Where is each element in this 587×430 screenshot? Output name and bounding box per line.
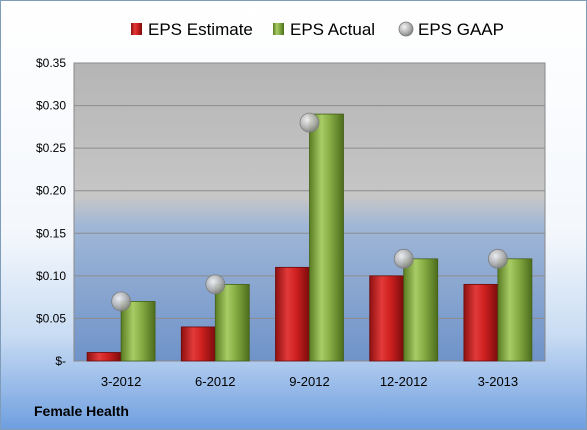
y-tick-label: $0.20 — [36, 184, 66, 198]
x-category-label: 9-2012 — [289, 374, 329, 389]
y-tick-label: $0.25 — [36, 141, 66, 155]
y-tick-label: $0.05 — [36, 311, 66, 325]
y-tick-label: $0.35 — [36, 56, 66, 70]
y-tick-label: $0.30 — [36, 99, 66, 113]
eps-actual-bar — [403, 258, 439, 362]
y-tick-label: $- — [55, 354, 66, 368]
y-tick-label: $0.10 — [36, 269, 66, 283]
eps-estimate-bar — [463, 283, 499, 362]
eps-gaap-marker — [393, 248, 414, 269]
legend-label: EPS Actual — [290, 20, 375, 39]
y-tick-label: $0.15 — [36, 226, 66, 240]
legend-swatch-eps-actual — [273, 23, 284, 35]
eps-estimate-bar — [275, 266, 310, 362]
eps-actual-bar — [309, 113, 344, 362]
eps-actual-bar — [214, 283, 250, 362]
legend-swatch-eps-estimate — [131, 23, 142, 35]
eps-estimate-bar — [180, 326, 216, 362]
eps-actual-bar — [497, 258, 533, 362]
x-category-label: 3-2013 — [478, 374, 518, 389]
eps-gaap-marker — [487, 248, 508, 269]
x-category-label: 6-2012 — [195, 374, 235, 389]
eps-actual-bar — [120, 300, 156, 362]
x-category-label: 3-2012 — [101, 374, 141, 389]
eps-gaap-marker — [205, 274, 226, 295]
eps-gaap-marker — [299, 112, 320, 133]
x-category-label: 12-2012 — [380, 374, 428, 389]
legend-swatch-eps-gaap — [398, 21, 414, 37]
company-name: Female Health — [34, 403, 129, 419]
eps-estimate-bar — [369, 275, 405, 362]
eps-gaap-marker — [111, 291, 131, 312]
legend-label: EPS GAAP — [418, 20, 504, 39]
eps-estimate-bar — [86, 352, 122, 362]
legend-label: EPS Estimate — [148, 20, 253, 39]
